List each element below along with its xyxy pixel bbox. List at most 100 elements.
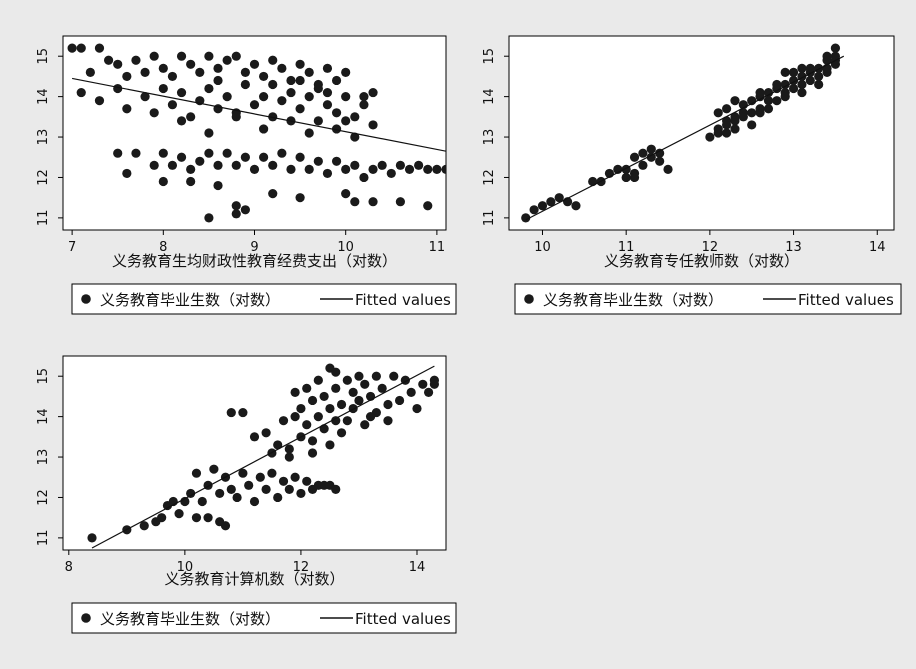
y-tick-label: 13 [482, 129, 497, 146]
data-point [167, 71, 178, 82]
y-tick-label: 13 [36, 129, 51, 146]
data-point [213, 180, 223, 191]
data-point [284, 444, 294, 454]
data-point [186, 176, 196, 187]
data-point [629, 152, 640, 162]
data-point [521, 213, 531, 223]
data-point [386, 168, 396, 179]
data-point [249, 496, 260, 507]
data-point [368, 164, 378, 174]
data-point [331, 75, 342, 86]
data-point [231, 160, 241, 170]
x-tick-label: 13 [785, 240, 802, 255]
data-point [76, 87, 86, 98]
data-point [322, 168, 333, 179]
data-point [195, 67, 205, 77]
data-point [722, 116, 732, 126]
data-point [418, 379, 428, 389]
data-point [158, 63, 168, 73]
data-point [286, 75, 296, 86]
data-point [383, 416, 393, 426]
data-point [76, 43, 86, 53]
x-tick-label: 8 [65, 560, 73, 575]
x-tick-label: 11 [429, 240, 446, 255]
chart-panel-1: 11 12 13 14 15 7 8 9 10 11 义务教育生均财政性教育经费支出（对数） 义务教育… [36, 35, 457, 315]
data-point [780, 92, 790, 102]
data-point [730, 116, 740, 126]
data-point [122, 71, 132, 82]
series-layer [87, 363, 439, 549]
data-point [268, 55, 278, 65]
legend-label-markers: 义务教育毕业生数（对数） [100, 291, 280, 309]
data-point [546, 197, 556, 207]
x-tick-label: 12 [702, 240, 719, 255]
y-tick-label: 13 [36, 449, 51, 466]
data-point [290, 472, 300, 482]
data-point [414, 160, 424, 170]
data-point [220, 521, 231, 531]
x-axis-label: 义务教育专任教师数（对数） [604, 252, 799, 270]
data-point [94, 43, 105, 53]
data-point [655, 148, 665, 158]
data-point [295, 193, 305, 203]
data-point [331, 367, 341, 377]
data-point [423, 201, 433, 211]
data-point [371, 371, 381, 381]
data-point [772, 79, 782, 90]
data-point [302, 420, 312, 430]
data-point [149, 160, 159, 170]
data-point [240, 205, 250, 215]
x-tick-label: 14 [869, 240, 886, 255]
chart-panel-2: 11 12 13 14 15 10 11 12 13 14 义务教育专任教师数（对数） 义务教育毕业生… [482, 35, 902, 315]
data-point [348, 387, 358, 397]
y-tick-label: 15 [36, 368, 51, 385]
data-point [830, 43, 841, 53]
data-point [268, 189, 278, 199]
data-point [249, 59, 260, 69]
data-point [342, 375, 352, 385]
data-point [722, 104, 732, 114]
data-point [359, 172, 369, 183]
data-point [238, 468, 248, 478]
data-point [571, 201, 581, 211]
data-point [213, 75, 223, 86]
data-point [350, 112, 360, 122]
data-point [423, 387, 434, 397]
x-tick-label: 8 [159, 240, 167, 255]
data-point [277, 63, 287, 73]
series-layer [67, 43, 446, 223]
data-point [365, 412, 376, 422]
fitted-line [91, 365, 435, 549]
data-point [209, 464, 219, 474]
data-point [763, 87, 774, 98]
legend-marker [81, 294, 91, 304]
data-point [204, 148, 214, 158]
data-point [738, 112, 748, 122]
data-point [360, 379, 370, 389]
data-point [191, 513, 202, 523]
data-point [277, 148, 287, 158]
data-point [805, 75, 815, 86]
data-point [261, 428, 271, 438]
data-point [713, 108, 723, 118]
data-point [331, 156, 342, 166]
data-point [231, 209, 241, 219]
data-point [319, 424, 329, 434]
data-point [313, 375, 323, 385]
data-point [307, 436, 318, 446]
data-point [331, 124, 342, 134]
data-point [350, 160, 360, 170]
data-point [322, 87, 333, 98]
data-point [268, 112, 278, 122]
data-point [331, 108, 342, 118]
y-tick-label: 12 [36, 489, 51, 506]
data-point [268, 160, 278, 170]
data-point [249, 432, 260, 442]
data-point [213, 160, 223, 170]
legend-box [71, 283, 457, 315]
y-tick-label: 14 [482, 88, 497, 105]
y-tick-label: 14 [36, 88, 51, 105]
data-point [772, 96, 782, 106]
x-axis-label: 义务教育生均财政性教育经费支出（对数） [112, 252, 397, 270]
legend-label-fitted: Fitted values [355, 610, 451, 628]
